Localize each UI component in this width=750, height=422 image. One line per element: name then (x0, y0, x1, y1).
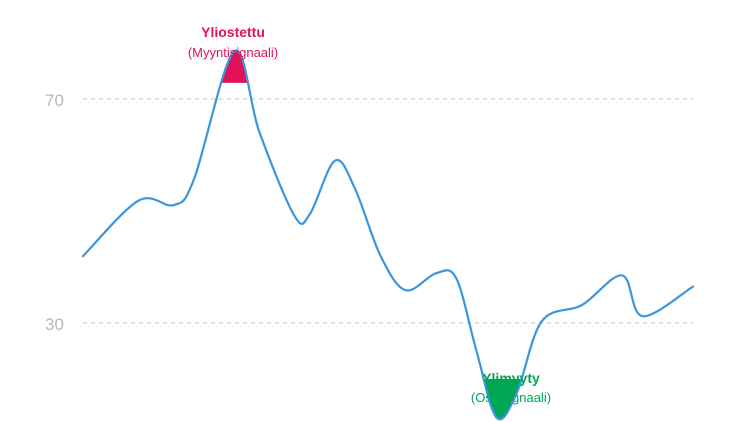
y-tick-label-30: 30 (45, 315, 64, 334)
y-tick-label-70: 70 (45, 91, 64, 110)
oversold-sublabel: (Ostosignaali) (471, 390, 551, 405)
series-line (81, 49, 695, 421)
oversold-label: Ylimyyty (482, 370, 540, 386)
overbought-sublabel: (Myyntisignaali) (188, 45, 278, 60)
overbought-label: Yliostettu (201, 24, 265, 40)
